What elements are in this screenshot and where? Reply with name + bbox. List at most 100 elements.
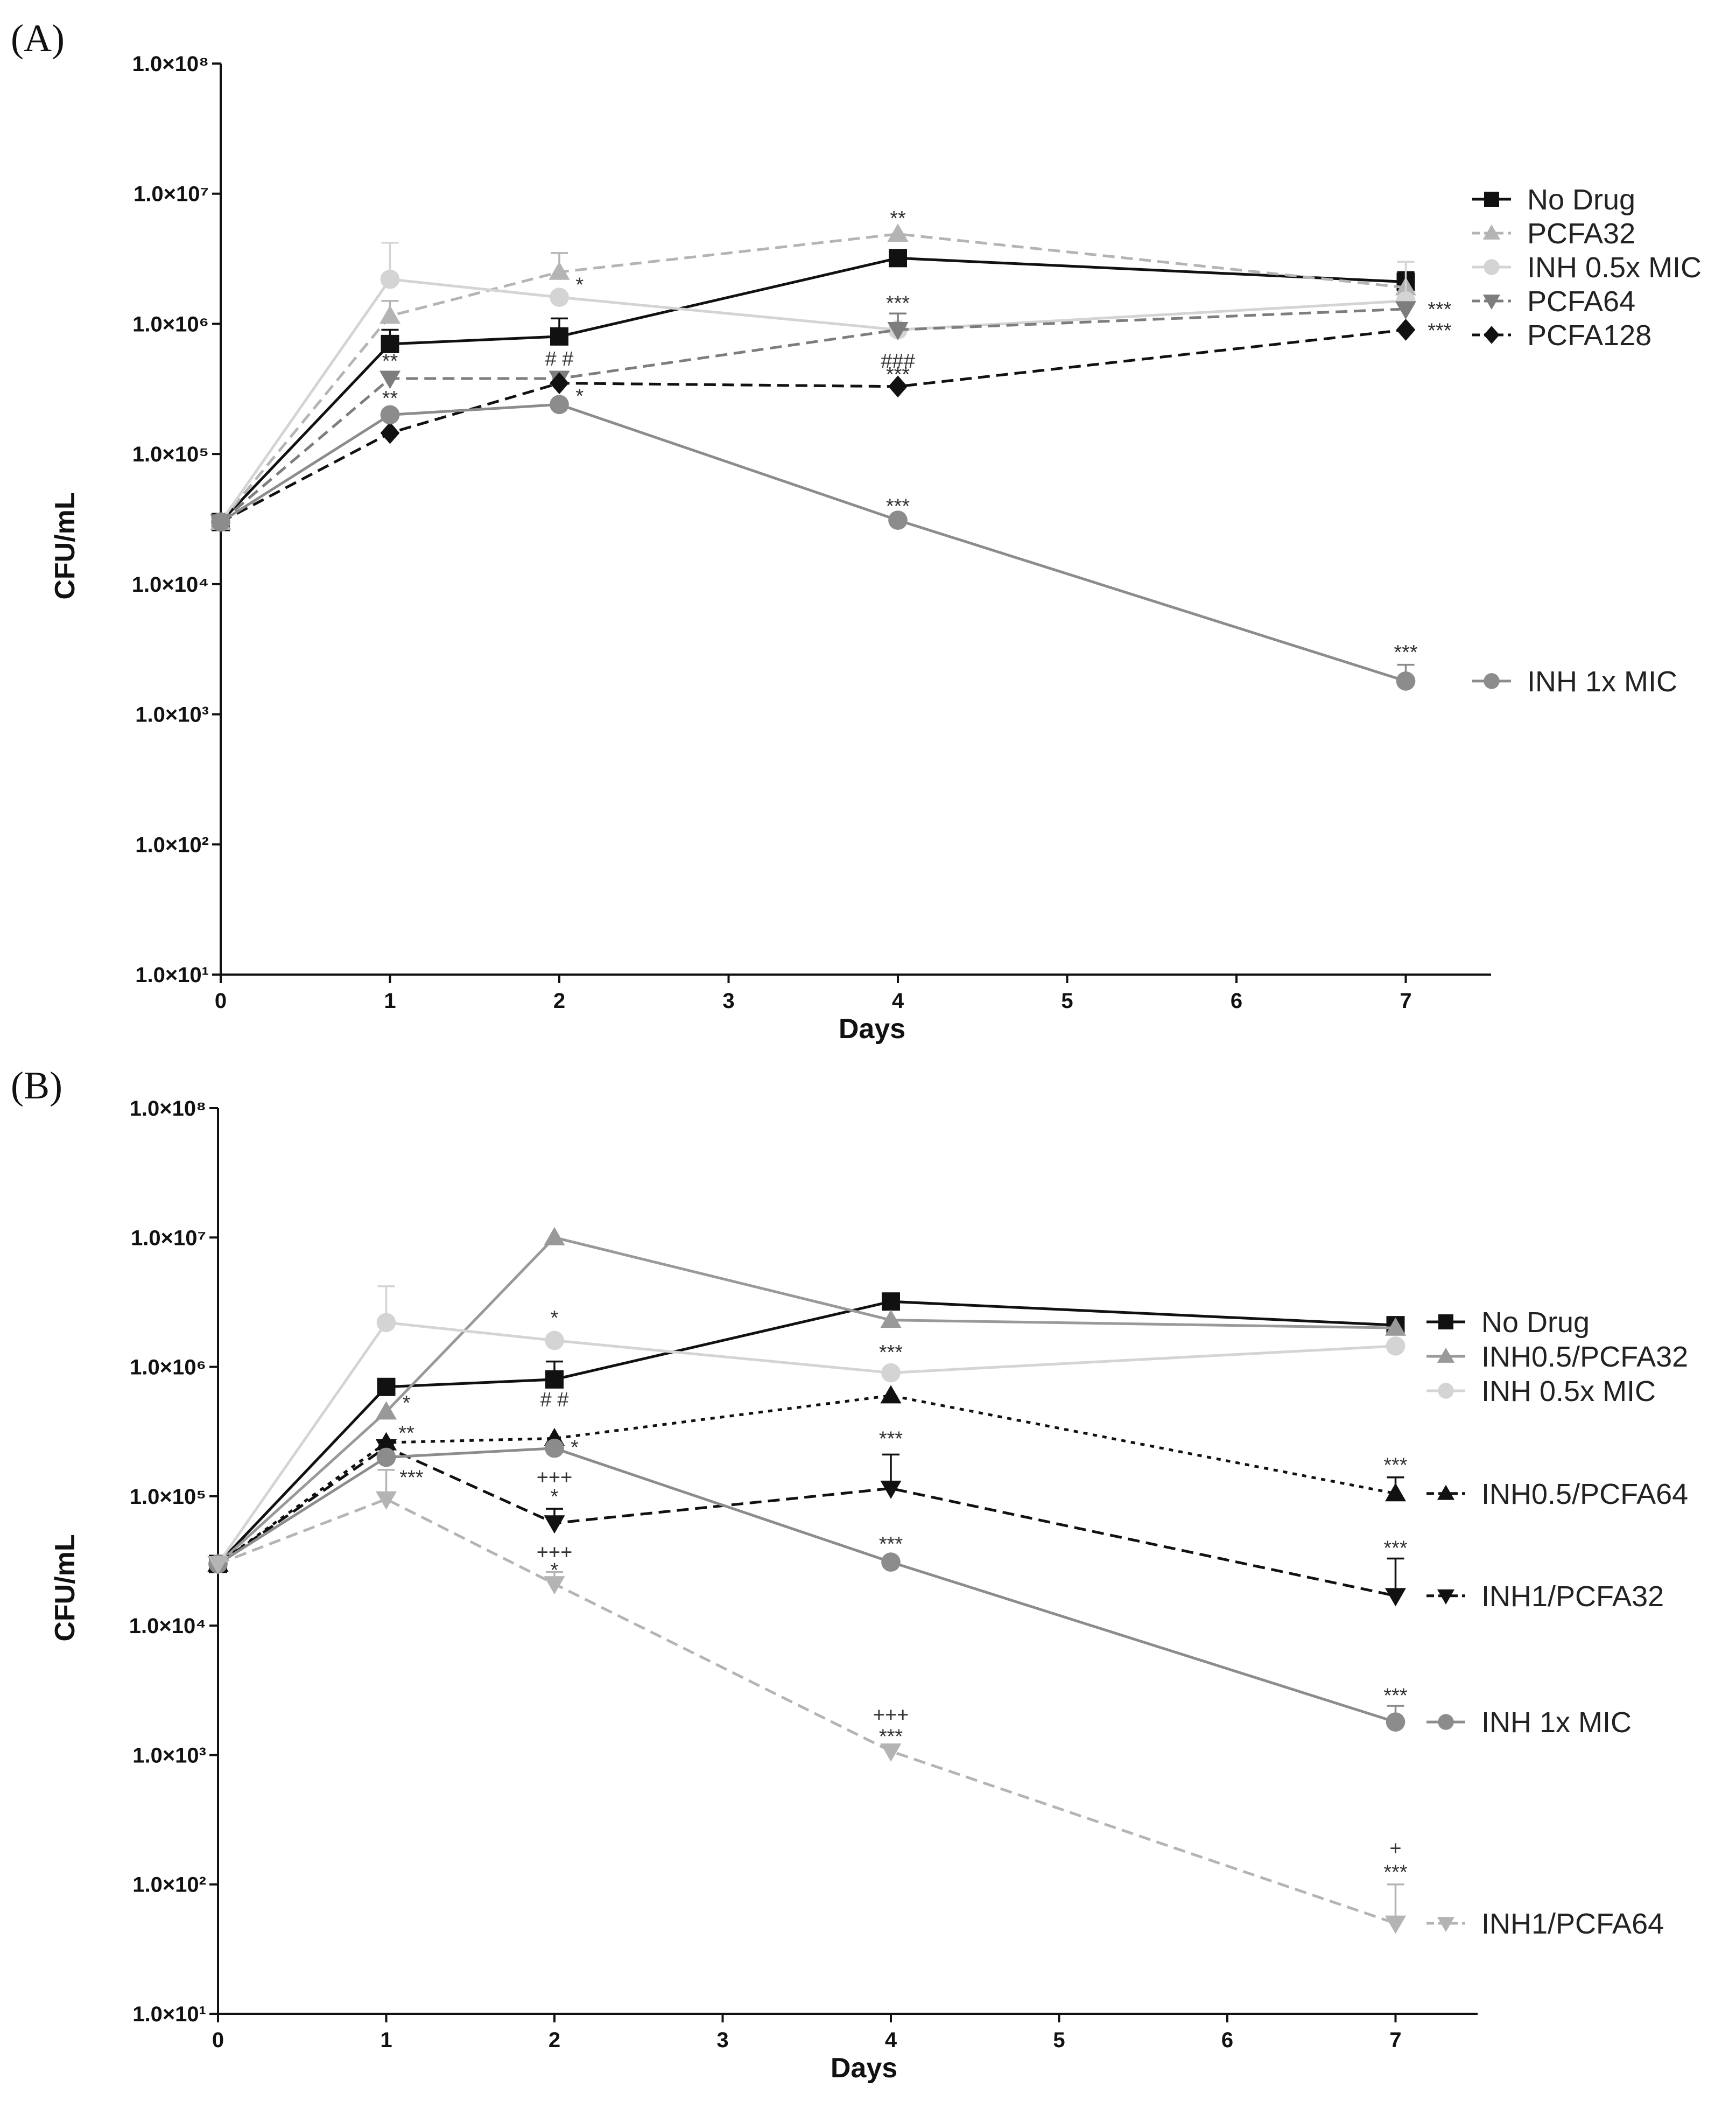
data-point [550, 372, 569, 395]
y-tick-label: 1.0×10¹ [132, 2002, 206, 2026]
data-point [889, 249, 907, 268]
series-inh1-pcfa64 [207, 1469, 1407, 1934]
significance-annotation: ** [382, 387, 398, 410]
data-point [211, 512, 230, 532]
panel-label: (A) [11, 17, 65, 60]
significance-annotation: *** [886, 292, 910, 314]
data-point [545, 1370, 564, 1389]
legend-marker [1437, 1484, 1455, 1500]
panel-b: (B) 1.0×10¹ 1.0×10² 1.0×10³ 1.0×10⁴ 1.0×10⁵ 1.… [11, 1064, 1688, 2084]
y-tick-label: 1.0×10⁴ [132, 573, 209, 597]
data-point [544, 1227, 565, 1245]
significance-annotation: ### [881, 350, 915, 373]
data-point [379, 370, 401, 389]
x-tick-label: 2 [553, 989, 565, 1013]
legend-item-inh1-pcfa64: INH1/PCFA64 [1426, 1908, 1664, 1940]
series-line [217, 1394, 1396, 1565]
legend-marker [1437, 1917, 1455, 1932]
data-point [545, 1438, 564, 1458]
y-tick-label: 1.0×10³ [132, 1743, 206, 1767]
significance-annotation: *** [879, 1427, 903, 1450]
legend-item-inh0-5-pcfa64: INH0.5/PCFA64 [1426, 1478, 1688, 1510]
data-point [1384, 1317, 1407, 1336]
significance-annotation: ** [382, 350, 398, 373]
significance-annotation: *** [1394, 641, 1418, 664]
data-point [380, 269, 400, 289]
y-tick-label: 1.0×10⁸ [130, 1097, 206, 1120]
data-point [376, 1447, 396, 1467]
x-tick-label: 3 [716, 2028, 728, 2052]
significance-annotation: +++ [537, 1467, 573, 1489]
y-tick-label: 1.0×10⁷ [131, 1226, 206, 1250]
y-tick-label: 1.0×10⁴ [129, 1614, 206, 1638]
significance-annotation: *** [1383, 1537, 1408, 1559]
data-point [880, 1309, 902, 1328]
x-axis-title: Days [839, 1013, 905, 1045]
legend-marker [1482, 295, 1501, 310]
panel-a: (A) 1.0×10¹ 1.0×10² 1.0×10³ 1.0×10⁴ 1.0×10⁵ 1.… [11, 17, 1702, 1045]
significance-annotation: # # [540, 1389, 569, 1411]
data-point [375, 1491, 397, 1510]
data-point [1386, 1712, 1405, 1732]
data-point [207, 1556, 229, 1575]
x-axis-title: Days [831, 2053, 897, 2084]
significance-annotation: *** [1428, 298, 1452, 321]
significance-annotation: *** [879, 1533, 903, 1556]
legend-label: No Drug [1481, 1306, 1590, 1339]
x-tick-label: 7 [1400, 989, 1411, 1013]
legend-label: INH 0.5x MIC [1481, 1375, 1656, 1407]
data-point [377, 1377, 396, 1396]
significance-annotation: *** [879, 1341, 903, 1364]
y-tick-label: 1.0×10² [135, 833, 209, 857]
x-tick-label: 6 [1221, 2028, 1233, 2052]
y-axis-title: CFU/mL [50, 1534, 81, 1641]
legend-item-pcfa32: PCFA32 [1472, 218, 1635, 250]
legend-item-no-drug: No Drug [1426, 1306, 1590, 1339]
legend-marker [1438, 1314, 1453, 1329]
significance-annotation: * [571, 1436, 579, 1459]
significance-annotation: * [575, 274, 584, 297]
legend-marker [1484, 259, 1500, 275]
significance-annotation: * [575, 385, 584, 408]
legend-item-inh-1x-mic: INH 1x MIC [1426, 1706, 1632, 1739]
data-point [550, 327, 568, 346]
data-point [550, 395, 569, 415]
data-point [1386, 1336, 1405, 1356]
y-tick-label: 1.0×10⁵ [130, 1485, 206, 1509]
x-tick-label: 0 [215, 989, 227, 1013]
series-inh-1x-mic [211, 395, 1416, 691]
significance-annotation: * [551, 1559, 559, 1581]
data-point [880, 1385, 902, 1404]
legend-item-inh-0-5x-mic: INH 0.5x MIC [1472, 251, 1702, 284]
legend-item-inh-1x-mic: INH 1x MIC [1472, 666, 1677, 698]
y-axis-title: CFU/mL [50, 492, 81, 599]
legend-label: INH 0.5x MIC [1527, 251, 1702, 284]
legend-marker [1437, 1347, 1455, 1363]
y-tick-label: 1.0×10³ [135, 703, 209, 727]
y-tick-label: 1.0×10¹ [135, 963, 209, 987]
significance-annotation: *** [879, 1725, 903, 1748]
significance-annotation: * [403, 1392, 411, 1414]
legend-marker [1484, 192, 1499, 207]
data-point [379, 305, 401, 324]
significance-annotation: # # [545, 348, 574, 370]
data-point [545, 1330, 564, 1350]
data-point [881, 1363, 901, 1383]
x-tick-label: 5 [1061, 989, 1073, 1013]
legend-label: INH1/PCFA64 [1481, 1908, 1664, 1940]
data-point [887, 223, 909, 242]
data-point [1384, 1915, 1407, 1934]
significance-annotation: *** [399, 1467, 424, 1489]
legend-label: INH 1x MIC [1481, 1706, 1632, 1739]
x-tick-label: 1 [380, 2028, 392, 2052]
significance-annotation: *** [886, 495, 910, 517]
legend-marker [1482, 224, 1501, 240]
legend-label: INH1/PCFA32 [1481, 1580, 1664, 1613]
data-point [1395, 301, 1417, 320]
legend-label: INH0.5/PCFA64 [1481, 1478, 1688, 1510]
x-tick-label: 4 [885, 2028, 897, 2052]
data-point [888, 375, 908, 398]
legend-item-pcfa128: PCFA128 [1472, 319, 1651, 352]
y-tick-label: 1.0×10² [132, 1873, 206, 1897]
